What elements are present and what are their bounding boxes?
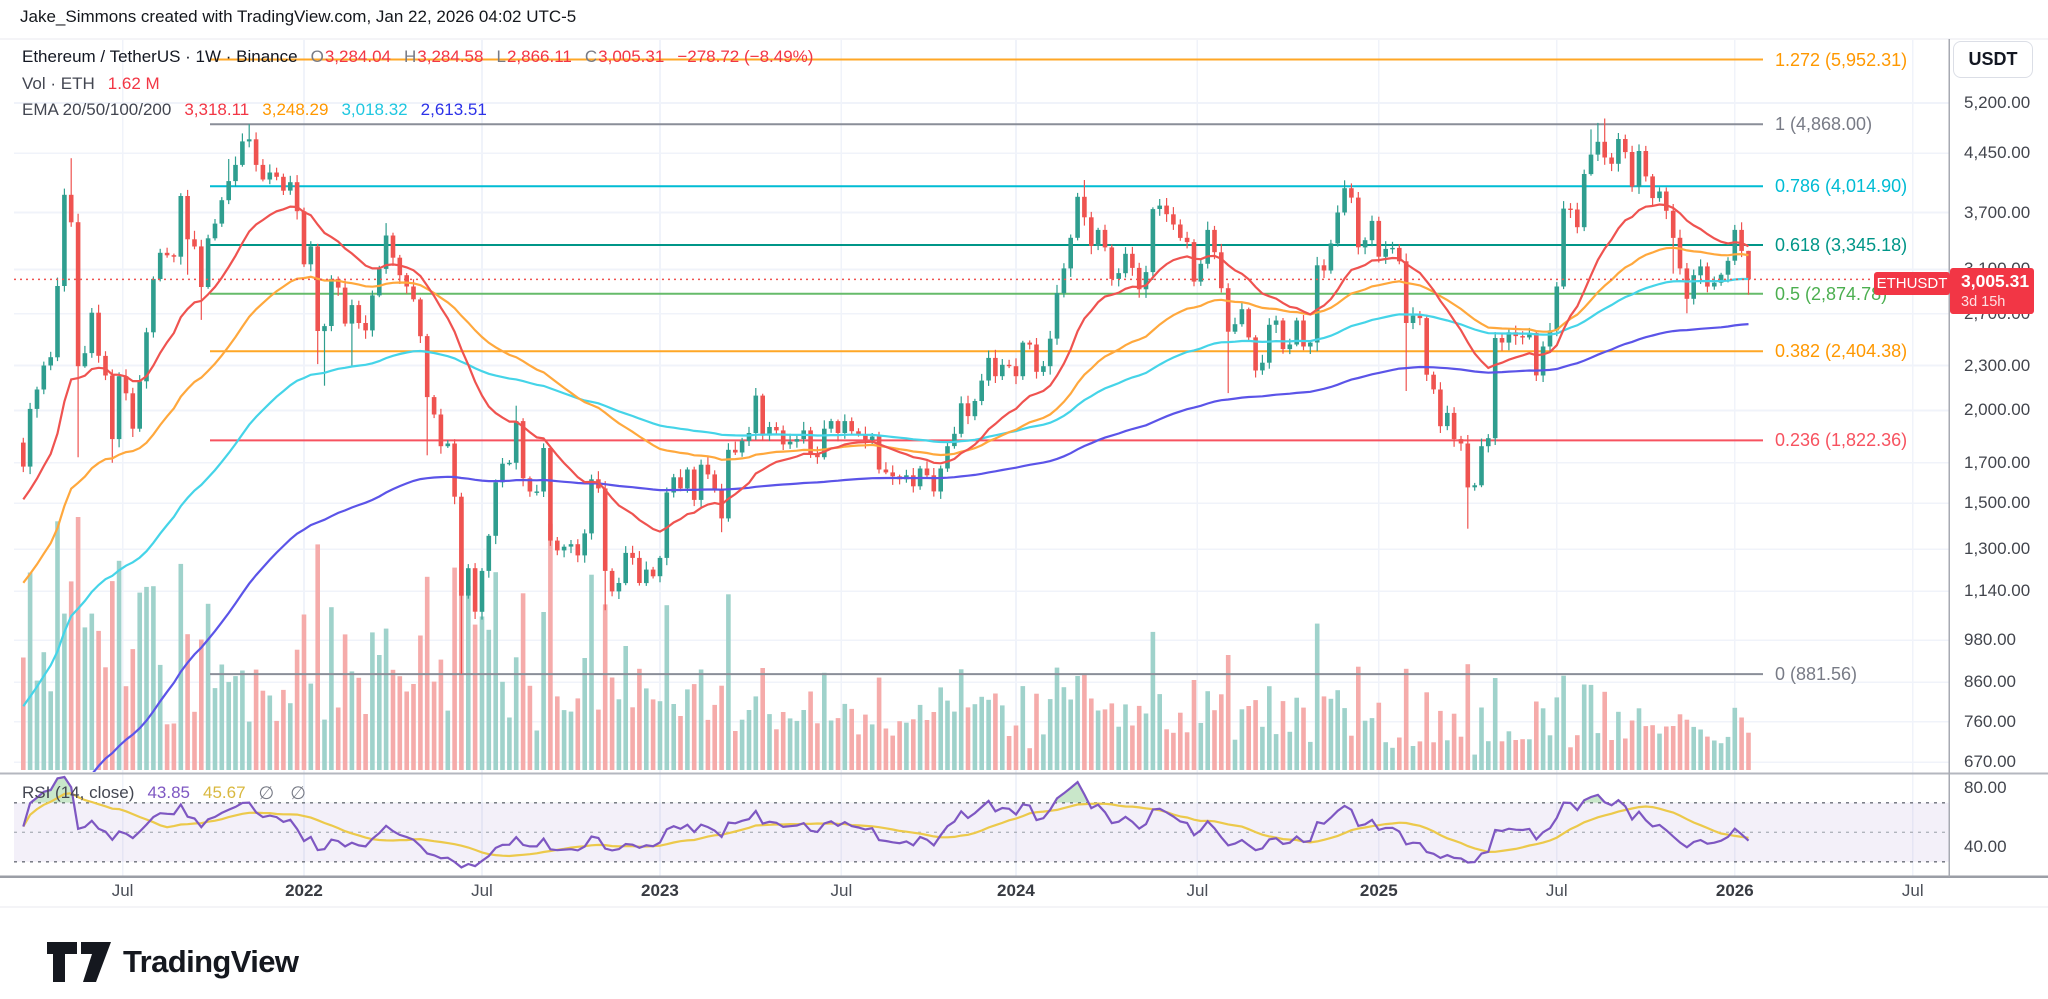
time-axis-label: 2025 [1359,881,1398,900]
time-axis-label: 2023 [641,881,679,900]
ema-values: 3,318.11 3,248.29 3,018.32 2,613.51 [184,98,486,122]
candles-layer [21,118,1751,675]
time-axis-label: Jul [471,881,493,900]
symbol-price-tag: ETHUSDT [1874,272,1950,296]
price-axis-label: 1,140.00 [1964,581,2031,601]
tradingview-logo-icon[interactable] [46,941,112,983]
rsi-placeholders: ∅ ∅ [259,781,306,805]
ema-value: 3,248.29 [262,100,329,119]
fib-retracement-lines [210,58,1763,676]
price-axis-label: 670.00 [1964,752,2016,772]
price-axis-label: 1,700.00 [1964,452,2031,472]
footer: TradingView [46,941,299,983]
price-axis-label: 980.00 [1964,630,2016,650]
time-axis-label: Jul [830,881,853,900]
ohlc-low: L 2,866.11 [496,47,572,66]
ohlc-open: O 3,284.04 [310,47,391,66]
attribution-header: Jake_Simmons created with TradingView.co… [20,7,577,26]
currency-toggle-button[interactable]: USDT [1953,41,2033,78]
rsi-label[interactable]: RSI (14, close) [22,783,135,802]
ema-value: 2,613.51 [420,100,487,119]
rsi-legend-row[interactable]: RSI (14, close) 43.85 45.67 ∅ ∅ [22,781,306,805]
last-price-value: 3,005.31 [1961,271,2030,292]
empty-set-icon: ∅ [258,783,275,803]
price-axis-label: 1,500.00 [1964,493,2031,513]
fib-level-label: 1 (4,868.00) [1775,114,1873,135]
ema-value: 3,018.32 [341,100,408,119]
ema-label[interactable]: EMA 20/50/100/200 [22,100,172,119]
price-axis-label: 3,700.00 [1964,202,2031,222]
gridlines [14,40,1949,876]
symbol-legend-row[interactable]: Ethereum / TetherUS · 1W · Binance O 3,28… [22,45,813,69]
fib-level-label: 0.382 (2,404.38) [1775,341,1908,362]
ohlc-high: H 3,284.58 [404,47,484,66]
volume-value: 1.62 M [107,74,160,93]
volume-legend-row[interactable]: Vol · ETH 1.62 M [22,72,160,96]
time-axis-label: Jul [111,881,134,900]
price-axis-label: 4,450.00 [1964,143,2031,163]
fib-level-label: 0.786 (4,014.90) [1775,176,1908,197]
price-axis-label: 2,300.00 [1964,355,2031,375]
rsi-ma-value: 45.67 [202,783,246,802]
fib-level-label: 1.272 (5,952.31) [1775,49,1908,70]
rsi-axis-label: 80.00 [1964,778,2007,797]
symbol-title[interactable]: Ethereum / TetherUS · 1W · Binance [22,47,298,66]
fib-level-label: 0.5 (2,874.78) [1775,283,1888,304]
empty-set-icon: ∅ [290,783,306,803]
time-axis-label: 2026 [1715,881,1754,900]
fib-level-label: 0 (881.56) [1775,664,1858,685]
rsi-axis-label: 40.00 [1964,837,2007,856]
volume-label[interactable]: Vol · ETH [22,74,95,93]
ema-value: 3,318.11 [184,100,250,119]
ema-legend-row[interactable]: EMA 20/50/100/200 3,318.11 3,248.29 3,018.… [22,98,487,122]
price-axis-label: 1,300.00 [1964,539,2031,559]
time-axis-label: 2024 [997,881,1035,900]
time-axis-label: Jul [1186,881,1209,900]
time-axis-label: Jul [1901,881,1924,900]
time-axis-label: 2022 [285,881,323,900]
bar-countdown: 3d 15h [1961,294,2006,311]
tradingview-wordmark[interactable]: TradingView [123,944,299,979]
rsi-value: 43.85 [147,783,190,802]
price-axis-label: 760.00 [1964,711,2016,731]
last-price-badge: 3,005.31 3d 15h [1950,268,2034,315]
price-axis-label: 2,000.00 [1964,400,2031,420]
price-axis-label: 860.00 [1964,672,2016,692]
time-axis-label: Jul [1545,881,1568,900]
ohlc-close: C 3,005.31 [584,47,665,66]
change-value: −278.72 (−8.49%) [677,47,814,66]
pane-borders [0,38,2048,908]
fib-level-label: 0.618 (3,345.18) [1775,234,1908,255]
price-axis-label: 5,200.00 [1964,93,2031,112]
volume-bars [21,503,1751,770]
fib-level-label: 0.236 (1,822.36) [1775,430,1908,451]
